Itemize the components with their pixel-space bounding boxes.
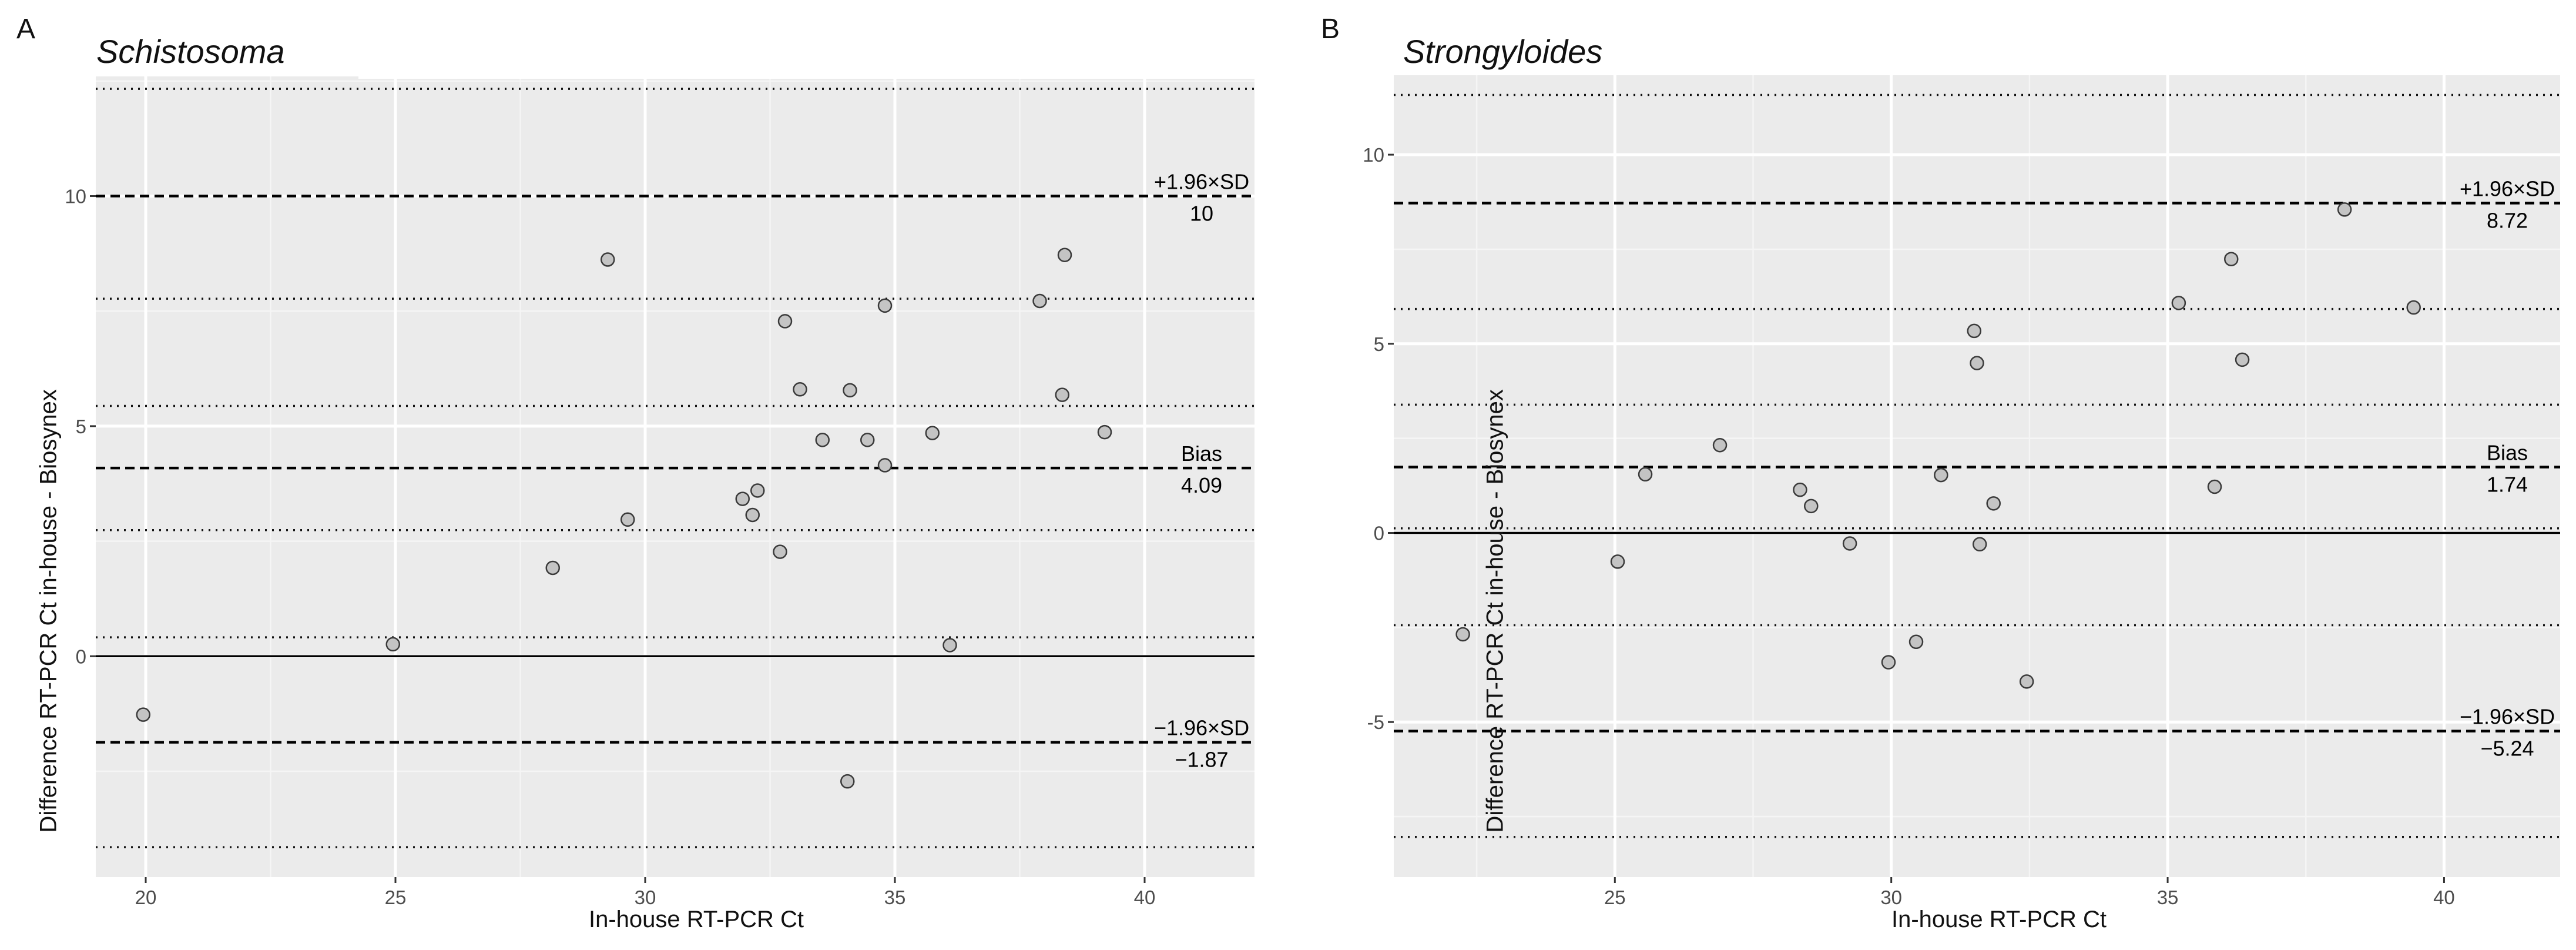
panel-a-ylabel: Difference RT-PCR Ct in-house - Biosynex (35, 389, 62, 833)
dashed-line-label-0: +1.96×SD (1154, 170, 1249, 194)
data-point-b-12 (1972, 537, 1987, 552)
x-tick-label: 40 (2433, 887, 2455, 908)
x-tick-label: 25 (1604, 887, 1626, 908)
dashed-line-label-2: −1.96×SD (2460, 705, 2555, 729)
plot-background-b (1394, 75, 2560, 877)
data-point-a-11 (815, 433, 830, 447)
plot-top-edge-a (358, 75, 1255, 79)
data-point-b-7 (1881, 655, 1896, 670)
data-point-b-5 (1804, 499, 1819, 514)
data-point-b-18 (2235, 352, 2250, 367)
panel-b-title: Strongyloides (1403, 33, 1603, 70)
y-tick-label: 5 (1374, 333, 1384, 355)
panel-a-title: Schistosoma (96, 33, 285, 70)
data-point-a-18 (942, 638, 957, 653)
dashed-line-value-1: 1.74 (2487, 473, 2528, 497)
data-point-a-6 (745, 507, 760, 523)
data-point-b-19 (2337, 202, 2352, 217)
y-tick-label: 0 (76, 645, 86, 667)
plot-background-a (96, 76, 1255, 877)
data-point-b-11 (1970, 356, 1984, 370)
x-tick-label: 40 (1134, 887, 1156, 908)
data-point-b-16 (2207, 479, 2222, 494)
dashed-line-label-1: Bias (1181, 441, 1222, 466)
data-point-a-0 (136, 707, 150, 722)
data-point-a-16 (877, 458, 893, 473)
y-tick-label: 0 (1374, 523, 1384, 544)
x-tick-label: 35 (884, 887, 906, 908)
data-point-a-17 (925, 426, 940, 440)
data-point-b-1 (1610, 554, 1625, 569)
panel-a: A Schistosoma 20 25 30 35 40 0 5 10 +1.96×SD 10 Bi… (16, 14, 1255, 932)
y-tick-label: -5 (1367, 711, 1384, 733)
data-point-a-1 (385, 637, 400, 652)
data-point-a-4 (620, 512, 635, 527)
y-tick-label: 5 (76, 416, 86, 437)
data-point-a-2 (545, 560, 560, 576)
data-point-b-10 (1967, 323, 1982, 339)
data-point-a-12 (843, 383, 857, 398)
data-point-b-14 (2019, 674, 2034, 689)
x-tick-label: 20 (135, 887, 157, 908)
x-tick-label: 30 (635, 887, 656, 908)
panel-b-ylabel: Difference RT-PCR Ct in-house - Biosynex (1482, 389, 1508, 833)
data-point-b-0 (1455, 627, 1470, 642)
data-point-a-15 (877, 298, 893, 313)
data-point-b-8 (1908, 634, 1924, 650)
dashed-line-value-0: 10 (1190, 202, 1213, 226)
panel-b-xlabel: In-house RT-PCR Ct (1891, 906, 2107, 932)
panel-a-xlabel: In-house RT-PCR Ct (588, 906, 804, 932)
data-point-a-13 (840, 774, 855, 789)
panel-b-letter: B (1321, 14, 1340, 45)
x-tick-label: 25 (385, 887, 407, 908)
data-point-a-22 (1097, 424, 1112, 440)
y-tick-label: 10 (65, 186, 86, 208)
data-point-b-9 (1934, 467, 1948, 483)
plot-a: 20 25 30 35 40 0 5 10 +1.96×SD 10 Bias 4.09 −1.96×SD… (65, 75, 1255, 908)
dashed-line-value-0: 8.72 (2487, 208, 2528, 232)
dashed-line-label-2: −1.96×SD (1154, 716, 1249, 740)
data-point-a-14 (860, 433, 875, 447)
x-tick-label: 35 (2157, 887, 2179, 908)
dashed-line-value-2: −5.24 (2480, 737, 2534, 761)
dashed-line-value-1: 4.09 (1181, 473, 1222, 497)
data-point-a-9 (777, 314, 793, 329)
data-point-a-3 (601, 252, 615, 267)
data-point-b-6 (1842, 536, 1857, 551)
data-point-a-21 (1057, 247, 1072, 262)
data-point-b-17 (2223, 252, 2239, 266)
data-point-a-10 (793, 382, 807, 397)
data-point-a-5 (735, 491, 750, 506)
panel-a-letter: A (16, 14, 36, 45)
data-point-b-4 (1793, 482, 1807, 497)
panel-b: B Strongyloides 25 30 35 40 -5 0 5 10 +1.96×SD 8.… (1288, 0, 2576, 950)
data-point-a-8 (773, 544, 787, 559)
data-point-b-15 (2171, 296, 2186, 310)
data-point-b-3 (1712, 437, 1728, 453)
data-point-b-13 (1986, 496, 2001, 511)
dashed-line-value-2: −1.87 (1175, 748, 1228, 772)
x-tick-label: 30 (1880, 887, 1902, 908)
data-point-a-19 (1032, 293, 1047, 309)
data-point-b-2 (1638, 467, 1653, 482)
dashed-line-label-0: +1.96×SD (2460, 176, 2555, 200)
data-point-a-20 (1055, 387, 1069, 402)
plot-b: 25 30 35 40 -5 0 5 10 +1.96×SD 8.72 Bias 1.74 −1.96×… (1363, 75, 2560, 908)
data-point-b-20 (2406, 300, 2421, 315)
y-tick-label: 10 (1363, 144, 1384, 166)
data-point-a-7 (750, 483, 765, 498)
dashed-line-label-1: Bias (2487, 441, 2528, 465)
